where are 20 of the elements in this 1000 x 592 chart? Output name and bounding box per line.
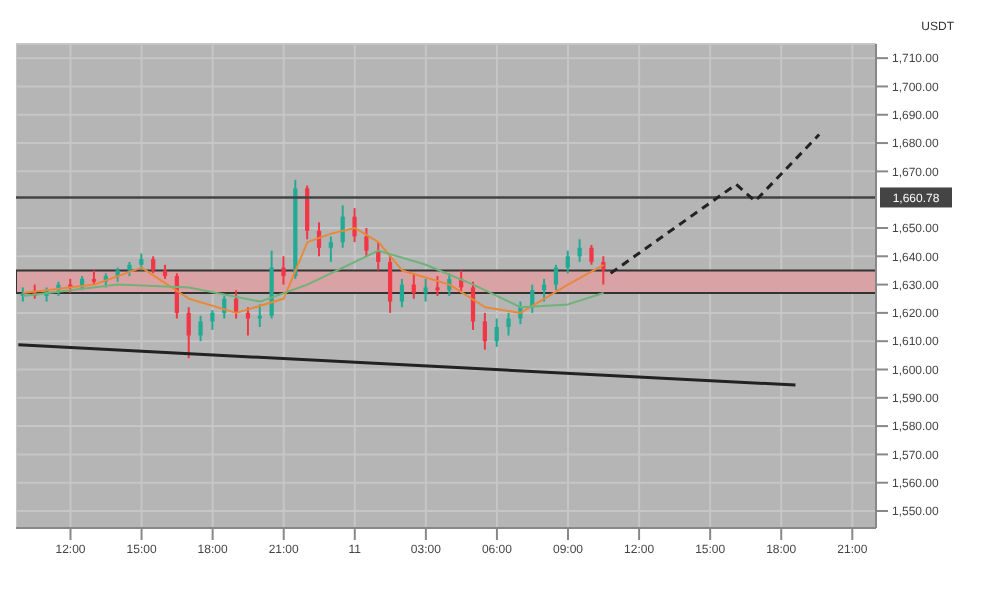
candlestick xyxy=(435,275,440,297)
candlestick xyxy=(565,249,570,275)
candlestick xyxy=(494,317,499,348)
candlestick xyxy=(210,309,215,331)
candlestick xyxy=(198,314,203,343)
candlestick xyxy=(387,255,393,314)
candlestick xyxy=(399,277,405,309)
candlestick xyxy=(245,306,251,337)
candlestick xyxy=(506,311,511,337)
candlestick xyxy=(281,255,286,286)
candlestick xyxy=(257,303,262,329)
candlestick xyxy=(352,207,357,244)
candlestick xyxy=(364,226,369,258)
candlestick xyxy=(482,311,487,351)
candlestick xyxy=(553,263,559,292)
candlestick xyxy=(186,306,191,360)
candlestick xyxy=(577,238,582,263)
candlestick xyxy=(328,235,333,263)
candlestick xyxy=(423,277,428,303)
candlestick xyxy=(589,243,594,266)
